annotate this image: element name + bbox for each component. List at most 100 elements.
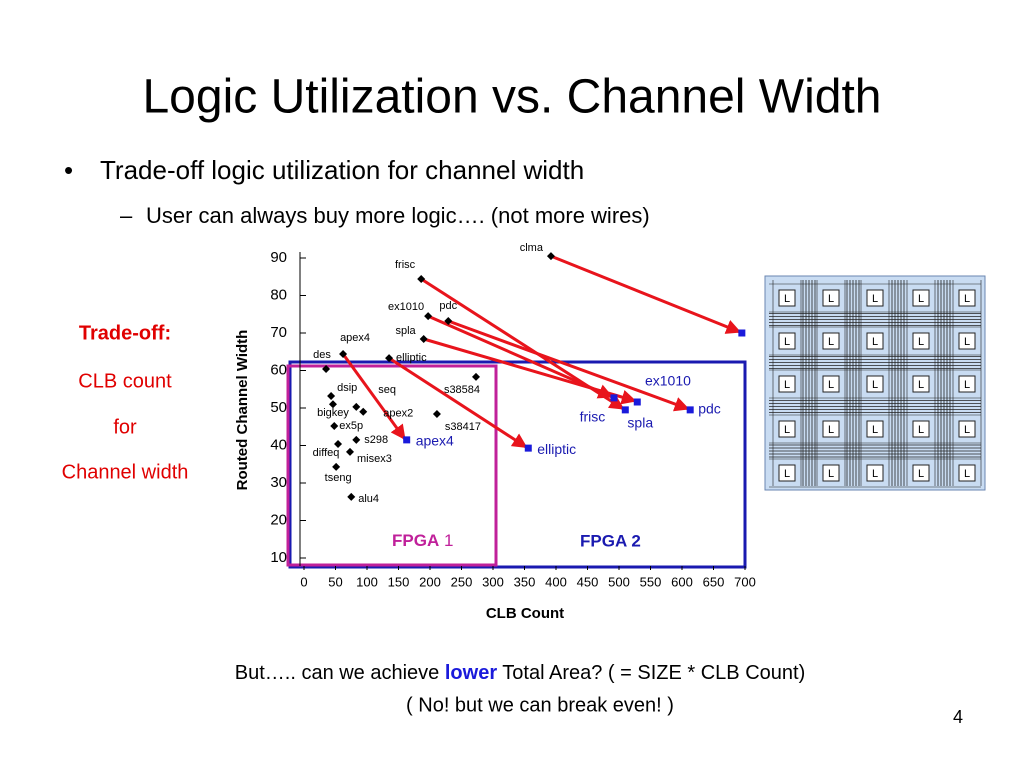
logic-block-label: L: [918, 336, 924, 348]
x-tick-label: 250: [451, 574, 473, 589]
logic-block: [778, 332, 796, 350]
point-label: elliptic: [396, 352, 427, 364]
logic-block-label: L: [784, 379, 790, 391]
point-label: clma: [520, 242, 544, 254]
x-tick-label: 150: [388, 574, 410, 589]
x-tick-label: 350: [514, 574, 536, 589]
logic-block: [866, 289, 884, 307]
logic-block: [822, 375, 840, 393]
x-tick-label: 400: [545, 574, 567, 589]
region-label: FPGA 2: [580, 531, 641, 550]
point-label: ex1010: [388, 301, 424, 313]
y-tick-label: 40: [270, 436, 287, 453]
point: [424, 312, 433, 321]
point-label: diffeq: [313, 447, 340, 459]
arrow: [427, 314, 614, 399]
y-tick-label: 70: [270, 324, 287, 341]
point-label: seq: [378, 384, 396, 396]
x-tick-label: 450: [577, 574, 599, 589]
logic-block: [866, 332, 884, 350]
x-tick-label: 50: [328, 574, 342, 589]
point: [610, 394, 618, 402]
logic-block: [912, 289, 930, 307]
logic-block-label: L: [828, 468, 834, 480]
point: [359, 407, 368, 416]
arrow: [388, 356, 528, 449]
side-text: CLB count: [78, 370, 172, 392]
region-label-bold: FPGA: [392, 531, 439, 550]
point: [621, 406, 629, 414]
footer: But….. can we achieve lower Total Area? …: [235, 662, 805, 684]
arrow: [550, 254, 742, 334]
logic-block: [912, 464, 930, 482]
footer-emph: lower: [445, 662, 497, 684]
region-label-rest: 1: [439, 531, 453, 550]
point-label: spla: [627, 415, 653, 431]
fpga1-box: [286, 364, 498, 567]
logic-block-label: L: [872, 336, 878, 348]
logic-block-label: L: [918, 468, 924, 480]
point-label: alu4: [358, 493, 379, 505]
logic-block: [778, 375, 796, 393]
point-label: apex4: [416, 433, 454, 449]
title: Logic Utilization vs. Channel Width: [142, 71, 881, 124]
x-tick-label: 200: [419, 574, 441, 589]
y-tick-label: 90: [270, 249, 287, 266]
side-text: for: [113, 416, 137, 438]
x-tick-label: 700: [734, 574, 756, 589]
logic-block-label: L: [828, 379, 834, 391]
point-label: tseng: [325, 472, 352, 484]
point-label: apex4: [340, 332, 370, 344]
logic-block: [822, 420, 840, 438]
x-tick-label: 650: [703, 574, 725, 589]
point: [332, 462, 341, 471]
x-tick-label: 100: [356, 574, 378, 589]
logic-block: [866, 375, 884, 393]
logic-block-label: L: [828, 293, 834, 305]
point-label: apex2: [383, 408, 413, 420]
logic-block-label: L: [872, 379, 878, 391]
point-label: s38584: [444, 384, 480, 396]
point-label: pdc: [439, 300, 457, 312]
point-label: frisc: [580, 409, 606, 425]
point: [345, 447, 354, 456]
point: [330, 422, 339, 430]
logic-block: [822, 464, 840, 482]
arrow: [341, 353, 406, 441]
point: [417, 275, 426, 283]
y-tick-label: 10: [270, 549, 287, 566]
logic-block: [958, 332, 976, 350]
logic-block-label: L: [964, 468, 970, 480]
fpga2-box: [288, 360, 747, 569]
side-text: Channel width: [62, 461, 189, 483]
point-label: s298: [364, 434, 388, 446]
point-label: misex3: [357, 453, 392, 465]
y-tick-label: 60: [270, 361, 287, 378]
footer: ( No! but we can break even! ): [406, 694, 674, 716]
region-label: FPGA 1: [392, 531, 453, 550]
point: [352, 402, 361, 411]
point-label: frisc: [395, 259, 416, 271]
point: [403, 436, 411, 444]
logic-block-label: L: [784, 293, 790, 305]
logic-block: [958, 289, 976, 307]
point: [327, 392, 336, 400]
bullet-mark: •: [64, 155, 73, 185]
x-tick-label: 550: [640, 574, 662, 589]
x-axis-title: CLB Count: [486, 605, 564, 622]
logic-block-label: L: [828, 424, 834, 436]
x-tick-label: 500: [608, 574, 630, 589]
logic-block: [778, 289, 796, 307]
point-label: spla: [396, 325, 417, 337]
arrow: [423, 337, 637, 405]
logic-block: [912, 420, 930, 438]
page-number: 4: [953, 707, 963, 727]
y-tick-label: 30: [270, 474, 287, 491]
sub-bullet: User can always buy more logic…. (not mo…: [146, 203, 650, 228]
logic-block: [778, 420, 796, 438]
logic-block: [912, 332, 930, 350]
sub-bullet-mark: –: [120, 203, 133, 228]
bullet: Trade-off logic utilization for channel …: [100, 155, 584, 185]
point-label: elliptic: [537, 441, 576, 457]
